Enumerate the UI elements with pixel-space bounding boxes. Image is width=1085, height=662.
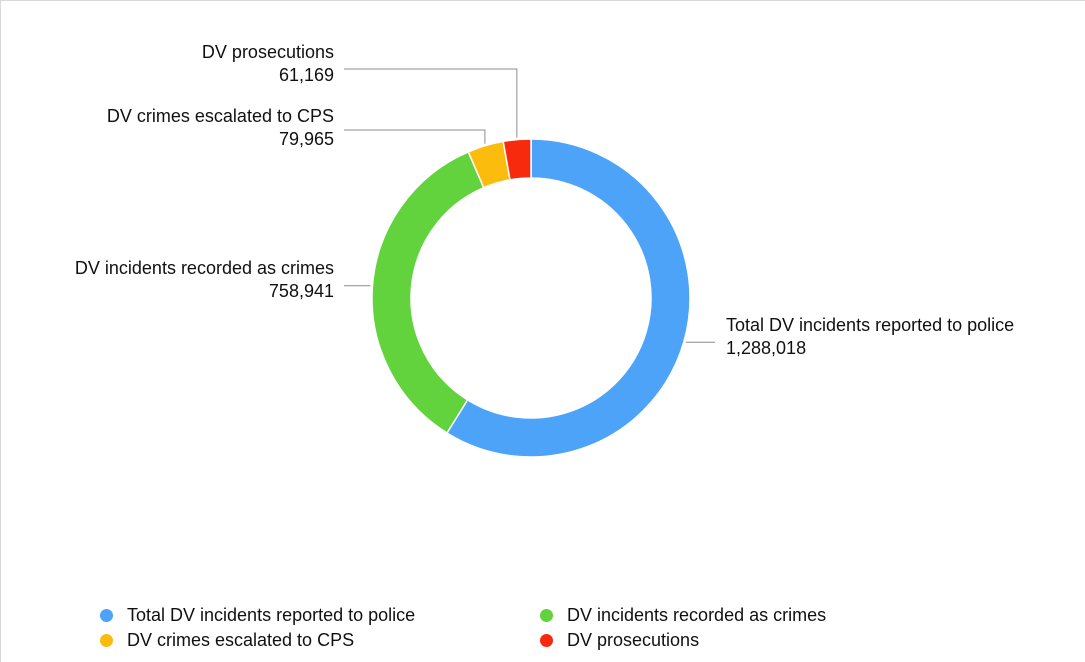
slice-dv-prosecutions <box>502 138 532 181</box>
donut-chart: Total DV incidents reported to police 1,2… <box>75 42 1014 458</box>
legend-dot-icon <box>100 633 113 647</box>
legend-label: DV prosecutions <box>567 630 700 650</box>
legend: Total DV incidents reported to police DV… <box>100 604 1000 651</box>
legend-label: DV crimes escalated to CPS <box>127 630 355 650</box>
legend-item: Total DV incidents reported to police <box>100 604 540 626</box>
data-label-name: Total DV incidents reported to police <box>726 315 1014 335</box>
leader-line-dv-crimes-escalated-to-cps <box>344 129 486 144</box>
legend-dot-icon <box>540 633 553 647</box>
legend-label: DV incidents recorded as crimes <box>567 605 827 625</box>
leader-lines-group <box>344 68 715 343</box>
legend-item: DV incidents recorded as crimes <box>540 604 980 626</box>
data-label-name: DV incidents recorded as crimes <box>75 258 334 278</box>
data-label-value: 79,965 <box>279 129 334 149</box>
data-label-value: 61,169 <box>279 65 334 85</box>
legend-dot-icon <box>540 608 553 622</box>
data-label-value: 1,288,018 <box>726 338 806 358</box>
data-label-name: DV prosecutions <box>202 42 334 62</box>
data-label-name: DV crimes escalated to CPS <box>107 106 334 126</box>
slice-total-dv-incidents-reported-to-police <box>445 138 691 458</box>
leader-line-dv-prosecutions <box>344 68 518 138</box>
data-labels-group: Total DV incidents reported to police 1,2… <box>75 42 1014 358</box>
legend-item: DV prosecutions <box>540 629 980 651</box>
legend-label: Total DV incidents reported to police <box>127 605 416 625</box>
slices-group <box>371 138 691 458</box>
legend-dot-icon <box>100 608 113 622</box>
data-label-value: 758,941 <box>269 281 334 301</box>
slice-dv-incidents-recorded-as-crimes <box>371 150 485 435</box>
legend-item: DV crimes escalated to CPS <box>100 629 540 651</box>
